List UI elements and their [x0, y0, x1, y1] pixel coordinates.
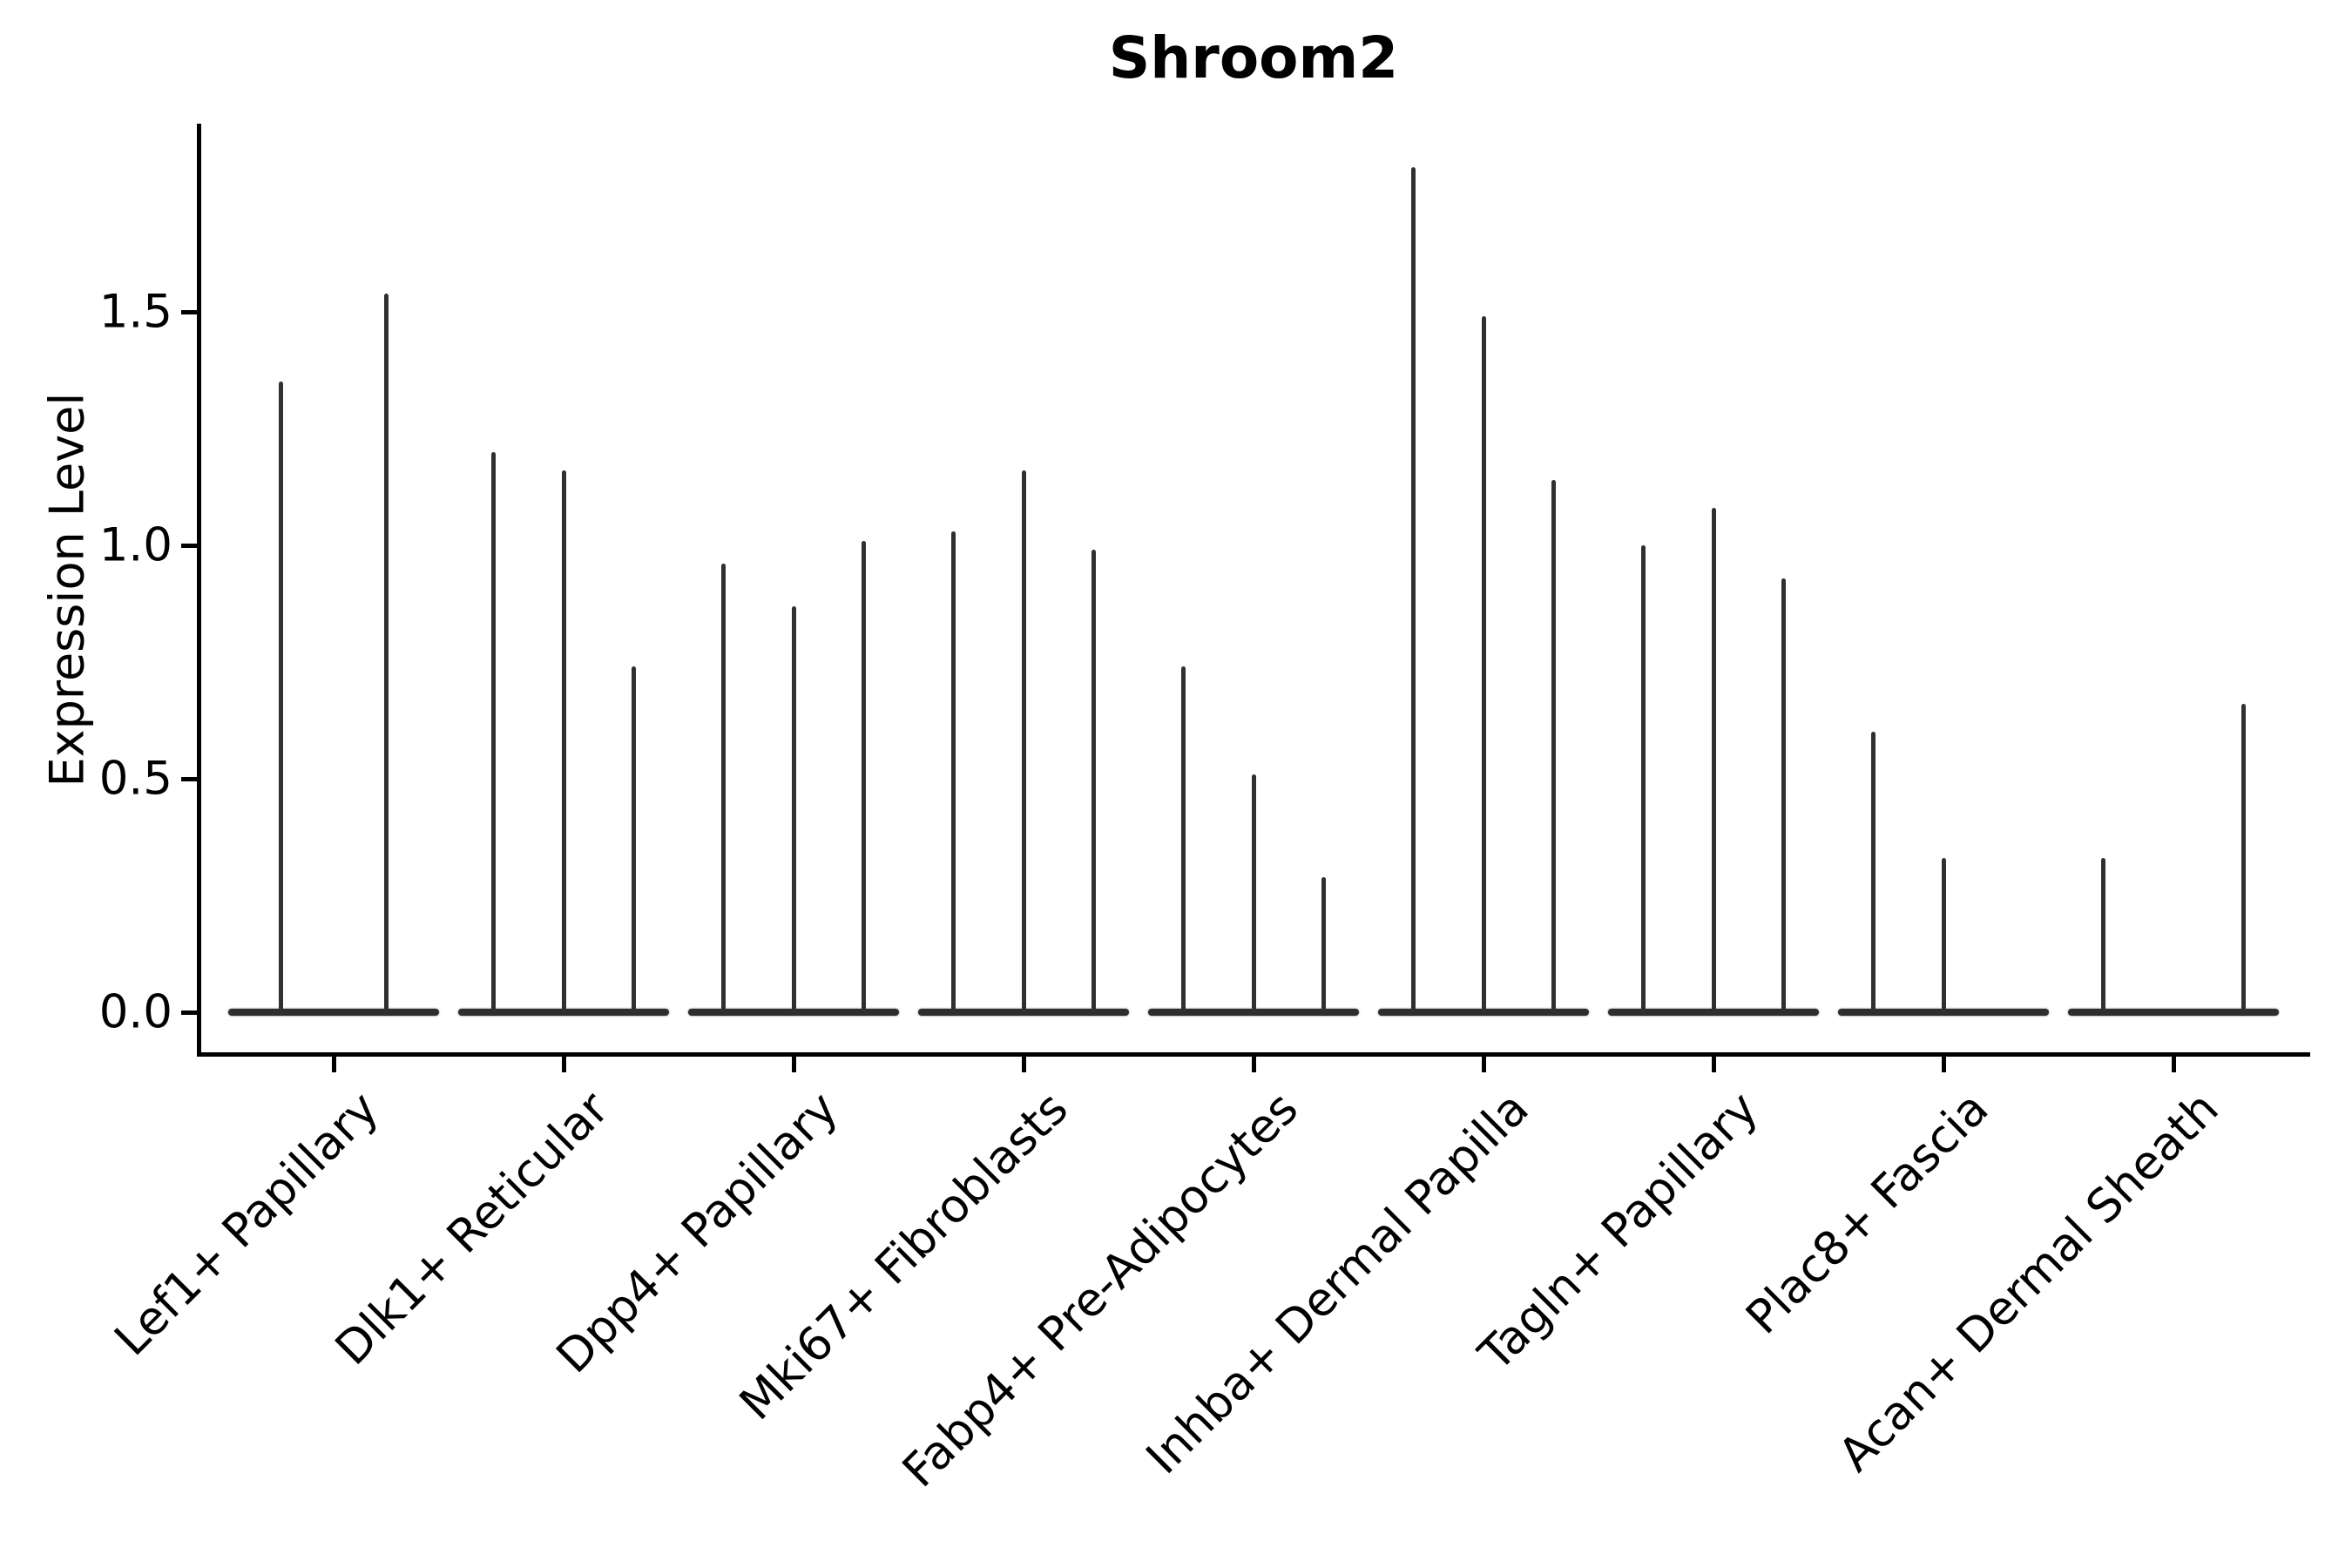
- violin-spike: [791, 606, 796, 1012]
- x-tick-mark: [1941, 1057, 1946, 1072]
- x-tick-label: Inhba+ Dermal Papilla: [1136, 1082, 1539, 1485]
- x-tick-label: Acan+ Dermal Sheath: [1828, 1082, 2229, 1483]
- violin-spike: [1321, 877, 1327, 1012]
- x-tick-mark: [1481, 1057, 1486, 1072]
- violin-spike: [1781, 578, 1787, 1012]
- violin-spike: [950, 531, 956, 1012]
- y-tick-mark: [181, 543, 197, 548]
- y-axis-label: Expression Level: [39, 392, 95, 787]
- y-tick-mark: [181, 776, 197, 781]
- violin-spike: [384, 294, 389, 1012]
- x-tick-mark: [1021, 1057, 1026, 1072]
- violin-spike: [1021, 470, 1026, 1012]
- violin-spike: [862, 541, 867, 1012]
- violin-spike: [720, 564, 726, 1012]
- violin-baseline: [688, 1009, 899, 1016]
- x-tick-label: Plac8+ Fascia: [1735, 1082, 1999, 1345]
- y-tick-mark: [181, 1010, 197, 1015]
- violin-spike: [1870, 732, 1876, 1012]
- y-tick-label: 0.0: [98, 985, 172, 1039]
- chart-title: Shroom2: [1108, 24, 1399, 91]
- y-tick-label: 0.5: [98, 752, 172, 806]
- violin-baseline: [458, 1009, 669, 1016]
- violin-baseline: [1148, 1009, 1359, 1016]
- violin-spike: [1941, 858, 1946, 1012]
- left-spine: [197, 124, 201, 1057]
- x-tick-mark: [561, 1057, 566, 1072]
- bottom-spine: [197, 1052, 2310, 1057]
- x-tick-mark: [1711, 1057, 1716, 1072]
- violin-spike: [561, 470, 566, 1012]
- violin-spike: [2100, 858, 2105, 1012]
- x-tick-mark: [791, 1057, 796, 1072]
- violin-spike: [632, 666, 637, 1012]
- y-tick-label: 1.5: [98, 285, 172, 339]
- violin-baseline: [918, 1009, 1129, 1016]
- violin-spike: [1711, 508, 1716, 1012]
- violin-baseline: [2068, 1009, 2279, 1016]
- x-tick-mark: [331, 1057, 336, 1072]
- y-tick-mark: [181, 309, 197, 314]
- violin-spike: [1410, 167, 1416, 1012]
- y-tick-label: 1.0: [98, 518, 172, 572]
- violin-spike: [1251, 774, 1256, 1012]
- violin-baseline: [1378, 1009, 1589, 1016]
- violin-spike: [1180, 666, 1186, 1012]
- x-tick-mark: [2171, 1057, 2176, 1072]
- violin-spike: [2241, 704, 2247, 1012]
- violin-spike: [1640, 545, 1646, 1012]
- violin-baseline: [1608, 1009, 1819, 1016]
- x-tick-mark: [1251, 1057, 1256, 1072]
- violin-baseline: [1838, 1009, 2049, 1016]
- violin-spike: [1481, 316, 1486, 1012]
- violin-spike: [1092, 550, 1097, 1012]
- x-tick-label: Fabp4+ Pre-Adipocytes: [892, 1082, 1309, 1498]
- violin-baseline: [228, 1009, 439, 1016]
- violin-spike: [1551, 480, 1557, 1012]
- violin-spike: [490, 452, 496, 1012]
- violin-spike: [279, 382, 283, 1012]
